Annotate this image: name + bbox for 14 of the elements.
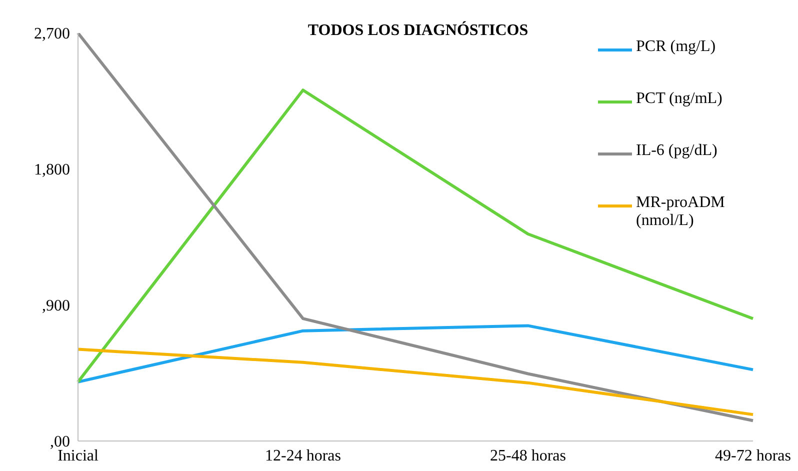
y-tick-label: ,900 xyxy=(42,298,70,315)
x-tick-label: 25-48 horas xyxy=(490,447,566,464)
x-tick-label: 12-24 horas xyxy=(265,447,341,464)
legend-label: PCR (mg/L) xyxy=(636,38,717,56)
x-tick-label: 49-72 horas xyxy=(715,447,791,464)
line-series xyxy=(76,88,754,384)
y-tick-label: 2,700 xyxy=(34,26,70,43)
line-series xyxy=(76,348,754,416)
y-tick-label: 1,800 xyxy=(34,162,70,179)
legend-label: PCT (ng/mL) xyxy=(636,90,724,108)
legend-label: MR-proADM (nmol/L) xyxy=(636,194,726,230)
legend-label: IL-6 (pg/dL) xyxy=(636,142,718,160)
line-series xyxy=(76,324,754,384)
chart-title: TODOS LOS DIAGNÓSTICOS xyxy=(308,22,528,39)
